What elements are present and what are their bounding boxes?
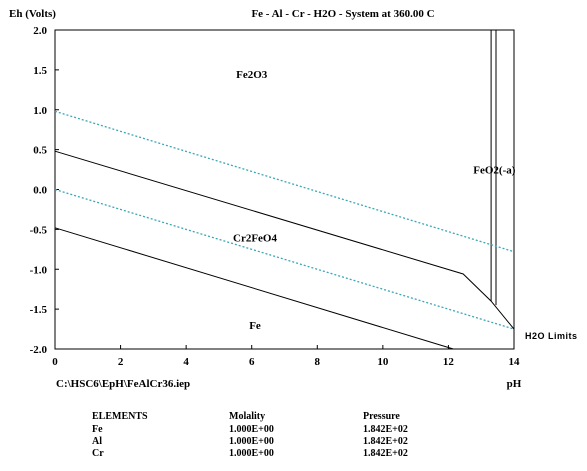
x-axis-label: pH — [507, 378, 522, 390]
y-tick-label: 0.5 — [33, 145, 47, 157]
file-path-label: C:\HSC6\EpH\FeAlCr36.iep — [56, 378, 190, 390]
region-label: Fe2O3 — [236, 69, 268, 81]
y-tick-label: -1.5 — [30, 304, 48, 316]
region-label: Cr2FeO4 — [233, 232, 277, 244]
water-limit-line — [54, 188, 515, 330]
region-label: FeO2(-a) — [473, 165, 515, 177]
x-tick-label: 4 — [183, 356, 189, 368]
x-tick-label: 12 — [443, 356, 455, 368]
series-layer — [54, 30, 515, 350]
y-tick-label: -0.5 — [30, 224, 48, 236]
x-tick-label: 0 — [52, 356, 58, 368]
y-tick-label: 0.0 — [33, 185, 47, 197]
phase-boundary-line — [54, 150, 515, 330]
table-header-pressure: Pressure — [363, 411, 400, 422]
y-axis-label: Eh (Volts) — [9, 8, 56, 20]
h2o-limits-label: H2O Limits — [525, 331, 578, 341]
x-tick-label: 10 — [377, 356, 389, 368]
table-header-molality: Molality — [229, 411, 265, 422]
region-label: Fe — [249, 320, 261, 332]
x-tick-label: 14 — [509, 356, 521, 368]
table-header-elements: ELEMENTS — [92, 411, 148, 422]
y-tick-label: 2.0 — [33, 25, 47, 37]
x-tick-label: 8 — [315, 356, 321, 368]
x-tick-label: 2 — [118, 356, 124, 368]
y-tick-label: -2.0 — [30, 344, 48, 356]
phase-boundary-line — [54, 227, 454, 350]
table-cell-molality: 1.000E+00 — [229, 448, 274, 459]
table-cell-pressure: 1.842E+02 — [363, 436, 408, 447]
y-tick-label: 1.0 — [33, 105, 47, 117]
plot-frame — [54, 29, 515, 350]
x-tick-label: 6 — [249, 356, 255, 368]
table-cell-molality: 1.000E+00 — [229, 424, 274, 435]
table-cell-pressure: 1.842E+02 — [363, 424, 408, 435]
annotation-layer: Fe2O3 FeO2(-a) Cr2FeO4 Fe — [233, 69, 516, 332]
table-cell-element: Cr — [92, 448, 104, 459]
y-tick-label: 1.5 — [33, 65, 47, 77]
y-tick-label: -1.0 — [30, 264, 48, 276]
table-cell-element: Fe — [92, 424, 103, 435]
table-cell-pressure: 1.842E+02 — [363, 448, 408, 459]
elements-table: ELEMENTS Molality Pressure Fe 1.000E+00 … — [92, 411, 408, 459]
ticks-layer: 0 2 4 6 8 10 12 14 2.0 1.5 1.0 0.5 0.0 -0.5 -1.0 -1.5 -2… — [30, 25, 520, 368]
chart-title: Fe - Al - Cr - H2O - System at 360.00 C — [251, 8, 434, 20]
table-cell-element: Al — [92, 436, 102, 447]
table-cell-molality: 1.000E+00 — [229, 436, 274, 447]
water-limit-line — [54, 110, 515, 253]
